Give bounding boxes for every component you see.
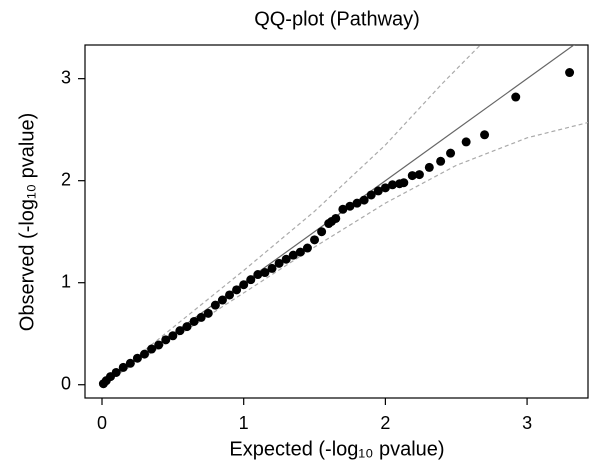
lower-confidence-band <box>101 121 588 386</box>
point <box>331 213 341 223</box>
plot-frame <box>84 44 589 399</box>
point <box>111 367 121 377</box>
point <box>210 300 220 310</box>
point <box>366 190 376 200</box>
point <box>345 201 355 211</box>
point <box>295 247 305 257</box>
point <box>132 353 142 363</box>
plot-area <box>98 45 588 389</box>
point <box>161 335 171 345</box>
point <box>175 326 185 336</box>
point <box>461 137 471 147</box>
point <box>338 204 348 214</box>
point <box>196 312 206 322</box>
point <box>414 170 424 180</box>
point <box>118 362 128 372</box>
x-tick-label: 1 <box>239 413 249 433</box>
point <box>168 331 178 341</box>
point <box>424 162 434 172</box>
point <box>446 148 456 158</box>
point <box>352 198 362 208</box>
point <box>203 308 213 318</box>
point <box>140 349 150 359</box>
x-tick-label: 3 <box>522 413 532 433</box>
point <box>239 280 249 290</box>
point <box>373 186 383 196</box>
point <box>407 171 417 181</box>
point <box>317 227 327 237</box>
upper-confidence-band <box>101 45 481 386</box>
point <box>511 92 521 102</box>
point <box>565 68 575 78</box>
point <box>281 254 291 264</box>
point <box>480 130 490 140</box>
point <box>147 344 157 354</box>
y-tick-label: 0 <box>61 373 71 393</box>
point <box>217 295 227 305</box>
point <box>267 263 277 273</box>
y-axis-title: Observed (-log₁₀ pvalue) <box>16 113 38 331</box>
x-axis-title: Expected (-log₁₀ pvalue) <box>229 438 444 460</box>
point <box>189 316 199 326</box>
point <box>274 258 284 268</box>
point <box>125 358 135 368</box>
point <box>232 285 242 295</box>
point <box>387 180 397 190</box>
point <box>246 275 256 285</box>
point <box>260 268 270 278</box>
y-tick-label: 2 <box>61 169 71 189</box>
point <box>436 156 446 166</box>
point <box>310 235 320 245</box>
point <box>182 322 192 332</box>
chart-title: QQ-plot (Pathway) <box>254 8 420 30</box>
point <box>253 270 263 280</box>
point <box>399 178 409 188</box>
point <box>288 250 298 260</box>
point <box>225 290 235 300</box>
y-tick-label: 1 <box>61 271 71 291</box>
point <box>380 183 390 193</box>
y-tick-label: 3 <box>61 67 71 87</box>
x-tick-label: 2 <box>380 413 390 433</box>
x-tick-label: 0 <box>97 413 107 433</box>
point <box>359 195 369 205</box>
point <box>302 243 312 253</box>
point <box>154 340 164 350</box>
